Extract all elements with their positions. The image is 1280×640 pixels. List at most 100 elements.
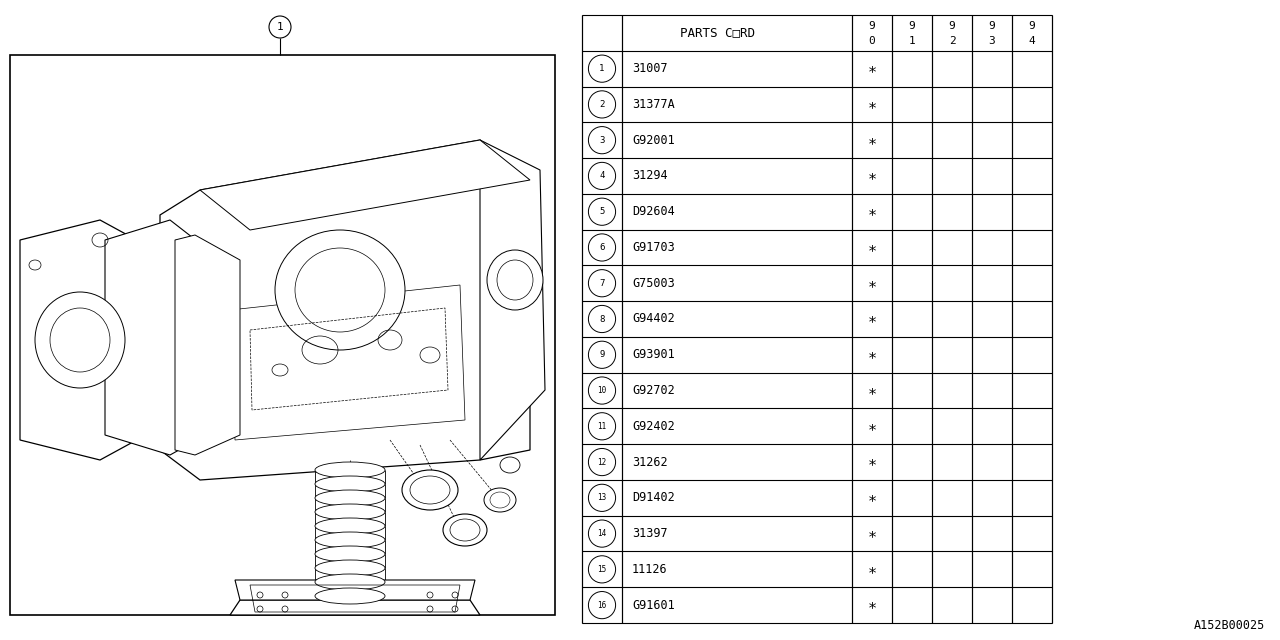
Text: ∗: ∗ bbox=[868, 490, 877, 506]
Polygon shape bbox=[105, 220, 215, 455]
Text: 5: 5 bbox=[599, 207, 604, 216]
Ellipse shape bbox=[275, 230, 404, 350]
Text: 9: 9 bbox=[1029, 22, 1036, 31]
Text: 31397: 31397 bbox=[632, 527, 668, 540]
Text: 9: 9 bbox=[948, 22, 955, 31]
Circle shape bbox=[589, 163, 616, 189]
Ellipse shape bbox=[50, 308, 110, 372]
Text: G92402: G92402 bbox=[632, 420, 675, 433]
Circle shape bbox=[589, 556, 616, 583]
Text: ∗: ∗ bbox=[868, 526, 877, 541]
Ellipse shape bbox=[315, 532, 385, 548]
Text: ∗: ∗ bbox=[868, 312, 877, 326]
Text: G91703: G91703 bbox=[632, 241, 675, 254]
Text: ∗: ∗ bbox=[868, 168, 877, 184]
Text: 10: 10 bbox=[598, 386, 607, 395]
Circle shape bbox=[589, 198, 616, 225]
Text: 12: 12 bbox=[598, 458, 607, 467]
Text: 11126: 11126 bbox=[632, 563, 668, 576]
Polygon shape bbox=[236, 580, 475, 600]
Ellipse shape bbox=[315, 518, 385, 534]
Ellipse shape bbox=[484, 488, 516, 512]
Text: ∗: ∗ bbox=[868, 348, 877, 362]
Text: G92001: G92001 bbox=[632, 134, 675, 147]
Text: ∗: ∗ bbox=[868, 383, 877, 398]
Polygon shape bbox=[230, 600, 480, 615]
Circle shape bbox=[589, 591, 616, 619]
Circle shape bbox=[589, 91, 616, 118]
Polygon shape bbox=[160, 140, 530, 480]
Polygon shape bbox=[20, 220, 155, 460]
Circle shape bbox=[589, 449, 616, 476]
Text: 31294: 31294 bbox=[632, 170, 668, 182]
Text: 11: 11 bbox=[598, 422, 607, 431]
Text: 3: 3 bbox=[599, 136, 604, 145]
Text: ∗: ∗ bbox=[868, 240, 877, 255]
Ellipse shape bbox=[315, 574, 385, 590]
Text: 6: 6 bbox=[599, 243, 604, 252]
Text: ∗: ∗ bbox=[868, 562, 877, 577]
Text: 4: 4 bbox=[599, 172, 604, 180]
Ellipse shape bbox=[486, 250, 543, 310]
Ellipse shape bbox=[315, 462, 385, 478]
Text: 2: 2 bbox=[599, 100, 604, 109]
Text: 13: 13 bbox=[598, 493, 607, 502]
Polygon shape bbox=[200, 140, 530, 230]
Text: ∗: ∗ bbox=[868, 61, 877, 76]
Text: PARTS C□RD: PARTS C□RD bbox=[680, 26, 754, 40]
Text: ∗: ∗ bbox=[868, 132, 877, 148]
Circle shape bbox=[589, 305, 616, 333]
Polygon shape bbox=[175, 235, 241, 455]
Ellipse shape bbox=[315, 546, 385, 562]
Text: 8: 8 bbox=[599, 314, 604, 323]
Text: G92702: G92702 bbox=[632, 384, 675, 397]
Ellipse shape bbox=[315, 504, 385, 520]
Circle shape bbox=[589, 55, 616, 82]
Polygon shape bbox=[230, 285, 465, 440]
Text: 9: 9 bbox=[869, 22, 876, 31]
Text: ∗: ∗ bbox=[868, 97, 877, 112]
Text: D91402: D91402 bbox=[632, 492, 675, 504]
Text: ∗: ∗ bbox=[868, 454, 877, 470]
Text: ∗: ∗ bbox=[868, 204, 877, 220]
Ellipse shape bbox=[294, 248, 385, 332]
Text: 9: 9 bbox=[599, 350, 604, 359]
Ellipse shape bbox=[35, 292, 125, 388]
Ellipse shape bbox=[497, 260, 532, 300]
Text: D92604: D92604 bbox=[632, 205, 675, 218]
Ellipse shape bbox=[402, 470, 458, 510]
Circle shape bbox=[589, 484, 616, 511]
Text: 2: 2 bbox=[948, 36, 955, 45]
Text: 14: 14 bbox=[598, 529, 607, 538]
Text: 16: 16 bbox=[598, 600, 607, 610]
Text: G94402: G94402 bbox=[632, 312, 675, 326]
Text: ∗: ∗ bbox=[868, 598, 877, 612]
Circle shape bbox=[589, 377, 616, 404]
Text: 1: 1 bbox=[276, 22, 283, 32]
Text: 31377A: 31377A bbox=[632, 98, 675, 111]
Ellipse shape bbox=[500, 457, 520, 473]
Circle shape bbox=[589, 520, 616, 547]
Circle shape bbox=[269, 16, 291, 38]
Text: 1: 1 bbox=[909, 36, 915, 45]
Text: 3: 3 bbox=[988, 36, 996, 45]
Circle shape bbox=[589, 234, 616, 261]
Text: 31262: 31262 bbox=[632, 456, 668, 468]
Text: G75003: G75003 bbox=[632, 276, 675, 290]
Polygon shape bbox=[480, 140, 545, 460]
Text: 15: 15 bbox=[598, 565, 607, 574]
Circle shape bbox=[589, 413, 616, 440]
Text: A152B00025: A152B00025 bbox=[1194, 619, 1265, 632]
Ellipse shape bbox=[315, 588, 385, 604]
Text: ∗: ∗ bbox=[868, 276, 877, 291]
Text: 0: 0 bbox=[869, 36, 876, 45]
Text: 31007: 31007 bbox=[632, 62, 668, 75]
Ellipse shape bbox=[315, 476, 385, 492]
Text: G91601: G91601 bbox=[632, 598, 675, 612]
Text: 7: 7 bbox=[599, 279, 604, 288]
Text: ∗: ∗ bbox=[868, 419, 877, 434]
Ellipse shape bbox=[315, 560, 385, 576]
Text: 1: 1 bbox=[599, 64, 604, 73]
Bar bbox=[10, 55, 556, 615]
Text: 9: 9 bbox=[988, 22, 996, 31]
